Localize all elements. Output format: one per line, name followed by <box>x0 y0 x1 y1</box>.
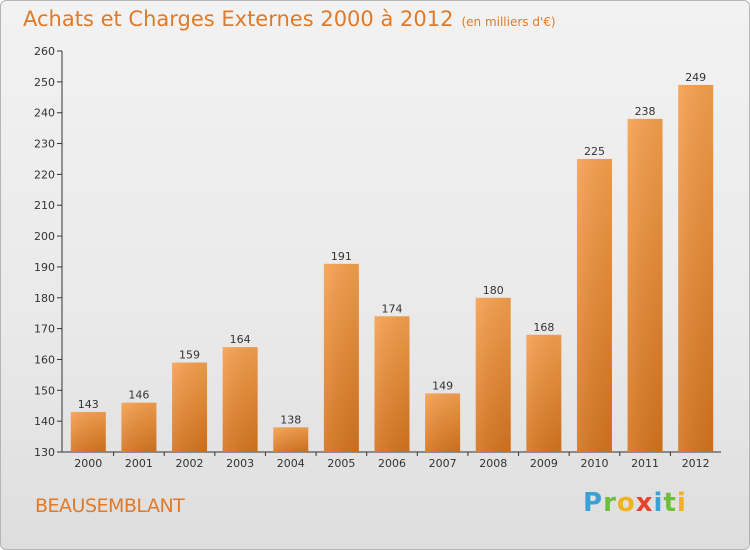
bar-value-label: 238 <box>635 105 656 118</box>
bar-shade <box>425 393 461 452</box>
bar-shade <box>475 297 511 452</box>
bars <box>70 84 714 452</box>
bar-value-label: 191 <box>331 250 352 263</box>
town-name: BEAUSEMBLANT <box>35 495 185 517</box>
logo-letter: P <box>583 488 604 518</box>
y-tick-label: 140 <box>34 415 55 428</box>
y-tick-label: 170 <box>34 323 55 336</box>
x-tick-label: 2000 <box>74 457 102 470</box>
y-tick-label: 220 <box>34 168 55 181</box>
bar-shade <box>273 427 309 452</box>
bar-value-label: 168 <box>533 321 554 334</box>
y-tick-label: 260 <box>34 45 55 58</box>
logo-letter: o <box>616 488 636 518</box>
axes: 130 140 150 160 170 180 190 200 210 220 230 240 250 2… <box>34 45 721 459</box>
x-tick-label: 2011 <box>631 457 659 470</box>
bar-value-label: 180 <box>483 284 504 297</box>
y-tick-label: 130 <box>34 446 55 459</box>
x-tick-label: 2004 <box>277 457 305 470</box>
bar-value-label: 249 <box>685 71 706 84</box>
bar-value-label: 149 <box>432 379 453 392</box>
bar-value-label: 138 <box>280 413 301 426</box>
y-tick-label: 190 <box>34 261 55 274</box>
bar-value-label: 146 <box>128 389 149 402</box>
x-tick-label: 2012 <box>682 457 710 470</box>
x-tick-label: 2010 <box>580 457 608 470</box>
bar-shade <box>70 411 106 452</box>
bar-shade <box>374 316 410 452</box>
y-tick-label: 180 <box>34 292 55 305</box>
bar-shade <box>323 263 359 452</box>
bar-value-label: 174 <box>382 302 403 315</box>
logo-letter: r <box>603 488 617 518</box>
chart-subtitle: (en milliers d'€) <box>461 15 556 29</box>
bar-shade <box>172 362 208 452</box>
bar-shade <box>121 402 157 452</box>
logo-letter: x <box>635 488 654 518</box>
y-tick-label: 210 <box>34 199 55 212</box>
bar-shade <box>222 347 258 452</box>
y-tick-label: 160 <box>34 353 55 366</box>
x-tick-label: 2007 <box>429 457 457 470</box>
x-tick-label: 2009 <box>530 457 558 470</box>
bar-shade <box>576 158 612 452</box>
bar-shade <box>678 84 714 452</box>
logo-letter: i <box>676 488 687 518</box>
chart-title-text: Achats et Charges Externes 2000 à 2012 <box>23 7 454 31</box>
bar-shade <box>526 334 562 452</box>
logo-letter: t <box>663 488 677 518</box>
y-tick-label: 150 <box>34 384 55 397</box>
value-labels: 143 2000 146 2001 159 2002 164 2003 138 2004 191 20… <box>74 71 709 470</box>
bar-value-label: 143 <box>78 398 99 411</box>
bar-value-label: 159 <box>179 349 200 362</box>
chart-title: Achats et Charges Externes 2000 à 2012 (e… <box>23 7 556 31</box>
bar-shade <box>627 118 663 452</box>
x-tick-label: 2008 <box>479 457 507 470</box>
bar-value-label: 164 <box>230 333 251 346</box>
y-tick-label: 240 <box>34 107 55 120</box>
x-tick-label: 2003 <box>226 457 254 470</box>
proxiti-logo: Proxiti <box>583 488 687 518</box>
logo-letter: i <box>653 488 664 518</box>
y-tick-label: 200 <box>34 230 55 243</box>
x-tick-label: 2001 <box>125 457 153 470</box>
x-tick-label: 2005 <box>327 457 355 470</box>
x-tick-label: 2002 <box>176 457 204 470</box>
y-tick-label: 250 <box>34 76 55 89</box>
y-tick-label: 230 <box>34 138 55 151</box>
bar-value-label: 225 <box>584 145 605 158</box>
x-tick-label: 2006 <box>378 457 406 470</box>
